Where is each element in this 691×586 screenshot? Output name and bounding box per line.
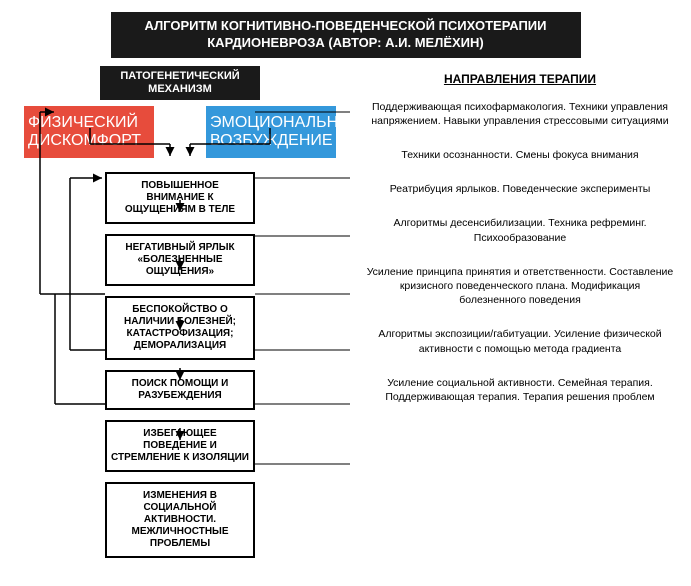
right-column-header: НАПРАВЛЕНИЯ ТЕРАПИИ (360, 72, 680, 86)
therapy-item-6: Усиление социальной активности. Семейная… (360, 376, 680, 404)
spacer (360, 251, 680, 265)
stack-box-4: ИЗБЕГАЮЩЕЕ ПОВЕДЕНИЕ И СТРЕМЛЕНИЕ К ИЗОЛ… (105, 420, 255, 472)
box-physical-discomfort: ФИЗИЧЕСКИЙ ДИСКОМФОРТ (24, 106, 154, 158)
flow-stack: ПОВЫШЕННОЕ ВНИМАНИЕ К ОЩУЩЕНИЯМ В ТЕЛЕ Н… (10, 172, 350, 558)
stack-box-2: БЕСПОКОЙСТВО О НАЛИЧИИ БОЛЕЗНЕЙ; КАТАСТР… (105, 296, 255, 360)
therapy-item-2: Реатрибуция ярлыков. Поведенческие экспе… (360, 182, 680, 196)
left-column: ПАТОГЕНЕТИЧЕСКИЙ МЕХАНИЗМ ФИЗИЧЕСКИЙ ДИС… (10, 66, 350, 558)
top-box-pair: ФИЗИЧЕСКИЙ ДИСКОМФОРТ ЭМОЦИОНАЛЬНОЕ ВОЗБ… (10, 106, 350, 158)
stack-box-3: ПОИСК ПОМОЩИ И РАЗУБЕЖДЕНИЯ (105, 370, 255, 410)
therapy-item-5: Алгоритмы экспозиции/габитуации. Усилени… (360, 327, 680, 355)
spacer (360, 168, 680, 182)
left-column-header: ПАТОГЕНЕТИЧЕСКИЙ МЕХАНИЗМ (100, 66, 260, 100)
main-title: АЛГОРИТМ КОГНИТИВНО-ПОВЕДЕНЧЕСКОЙ ПСИХОТ… (111, 12, 581, 58)
stack-box-5: ИЗМЕНЕНИЯ В СОЦИАЛЬНОЙ АКТИВНОСТИ. МЕЖЛИ… (105, 482, 255, 558)
therapy-item-3: Алгоритмы десенсибилизации. Техника рефр… (360, 216, 680, 244)
right-column: НАПРАВЛЕНИЯ ТЕРАПИИ Поддерживающая психо… (350, 66, 680, 558)
therapy-item-0: Поддерживающая психофармакология. Техник… (360, 100, 680, 128)
spacer (360, 134, 680, 148)
stack-box-0: ПОВЫШЕННОЕ ВНИМАНИЕ К ОЩУЩЕНИЯМ В ТЕЛЕ (105, 172, 255, 224)
two-column-layout: ПАТОГЕНЕТИЧЕСКИЙ МЕХАНИЗМ ФИЗИЧЕСКИЙ ДИС… (0, 66, 691, 558)
therapy-item-4: Усиление принципа принятия и ответственн… (360, 265, 680, 308)
spacer (360, 202, 680, 216)
spacer (360, 362, 680, 376)
spacer (360, 313, 680, 327)
box-emotional-arousal: ЭМОЦИОНАЛЬНОЕ ВОЗБУЖДЕНИЕ (206, 106, 336, 158)
therapy-item-1: Техники осознанности. Смены фокуса внима… (360, 148, 680, 162)
stack-box-1: НЕГАТИВНЫЙ ЯРЛЫК «БОЛЕЗНЕННЫЕ ОЩУЩЕНИЯ» (105, 234, 255, 286)
